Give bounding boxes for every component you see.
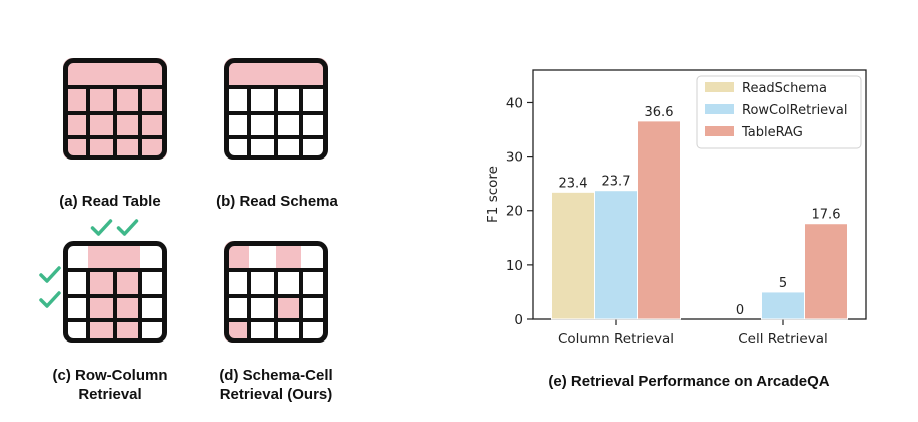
- panel-caption: (c) Row-Column: [53, 367, 168, 384]
- cell-highlight: [115, 270, 140, 296]
- plot-frame: [532, 69, 867, 320]
- cell-highlight: [88, 320, 115, 343]
- cell-highlight: [88, 137, 115, 160]
- y-tick-label: 30: [506, 150, 523, 166]
- bar-value-label: 36.6: [645, 105, 674, 120]
- f1-bar-chart: 0 10 20 30 40 F1 score Column Retrieval 23.4 23.…: [485, 69, 867, 347]
- legend-label: ReadSchema: [742, 81, 827, 96]
- cell-highlight: [88, 113, 115, 137]
- schema-cell-retrieval-grid: [224, 241, 328, 343]
- legend-label: RowColRetrieval: [742, 103, 847, 118]
- cell-highlight: [276, 296, 301, 320]
- panel-caption: (a) Read Table: [59, 193, 160, 210]
- bar-value-label: 5: [779, 276, 787, 291]
- cell-highlight: [88, 270, 115, 296]
- table-border: [224, 58, 328, 160]
- bar-value-label: 23.7: [602, 175, 631, 190]
- cell-highlight: [115, 113, 140, 137]
- read-table-grid: [63, 58, 167, 160]
- y-tick-label: 0: [514, 312, 523, 328]
- bar: [637, 120, 681, 320]
- legend-swatch: [705, 126, 734, 136]
- check-icon: [90, 219, 113, 236]
- legend-label: TableRAG: [741, 125, 803, 140]
- bar-value-label: 0: [736, 303, 744, 318]
- cell-highlight: [115, 137, 140, 160]
- panel-captions: (a) Read Table (b) Read Schema (c) Row-Col…: [53, 193, 339, 403]
- panel-caption: Retrieval (Ours): [220, 386, 333, 403]
- read-schema-grid: [224, 58, 328, 160]
- cell-highlight: [115, 296, 140, 320]
- panel-caption: Retrieval: [78, 386, 141, 403]
- cell-highlight: [88, 87, 115, 113]
- legend-swatch: [705, 82, 734, 92]
- table-border: [224, 241, 328, 343]
- table-border: [63, 241, 167, 343]
- y-tick-label: 10: [506, 258, 523, 274]
- y-tick-label: 20: [506, 204, 523, 220]
- cell-highlight: [88, 296, 115, 320]
- chart-title: (e) Retrieval Performance on ArcadeQA: [548, 373, 829, 390]
- bar: [551, 191, 595, 320]
- cell-highlight: [115, 87, 140, 113]
- legend-swatch: [705, 104, 734, 114]
- y-axis-label: F1 score: [485, 166, 501, 223]
- row-column-retrieval-grid: [39, 219, 167, 343]
- bar: [594, 190, 638, 320]
- legend-box: [696, 75, 862, 149]
- check-icon: [39, 291, 61, 308]
- bar: [761, 291, 805, 320]
- bar: [804, 223, 848, 320]
- panel-caption: (d) Schema-Cell: [219, 367, 332, 384]
- table-border: [63, 58, 167, 160]
- y-tick-label: 40: [506, 95, 523, 111]
- panel-caption: (b) Read Schema: [216, 193, 338, 210]
- x-tick-label: Cell Retrieval: [738, 331, 828, 347]
- bar-value-label: 17.6: [812, 208, 841, 223]
- bar-value-label: 23.4: [559, 176, 588, 191]
- x-tick-label: Column Retrieval: [558, 331, 674, 347]
- legend: ReadSchema RowColRetrieval TableRAG: [696, 75, 862, 149]
- table-illustrations: [39, 58, 328, 343]
- check-icon: [39, 266, 61, 283]
- check-icon: [116, 219, 139, 236]
- cell-highlight: [115, 320, 140, 343]
